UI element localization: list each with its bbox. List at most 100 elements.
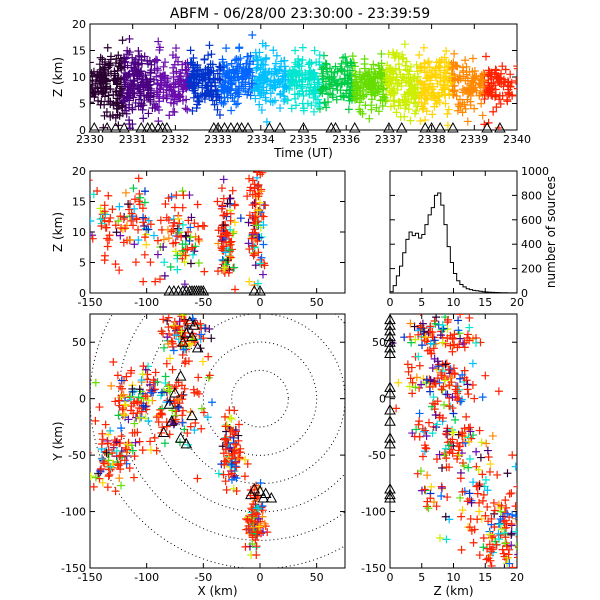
data-point — [226, 216, 235, 225]
data-point — [169, 107, 178, 116]
data-point — [303, 99, 312, 108]
altitude-y-x-tick-label: 15 — [478, 571, 492, 584]
data-point — [178, 187, 187, 196]
data-point — [161, 199, 170, 208]
data-point — [464, 437, 473, 446]
data-point — [378, 90, 387, 99]
plan-view-station-marker — [183, 315, 196, 327]
data-point — [116, 459, 125, 468]
data-point — [140, 250, 149, 259]
data-point — [165, 85, 174, 94]
data-point — [285, 66, 294, 75]
data-point — [224, 74, 233, 83]
data-point — [149, 231, 158, 240]
plan-view-station-marker — [180, 327, 193, 338]
data-point — [468, 359, 477, 368]
altitude-histogram-y-tick-label: 1000 — [521, 165, 549, 178]
data-point — [390, 53, 399, 62]
data-point — [170, 203, 179, 212]
data-point — [446, 365, 455, 374]
data-point — [117, 223, 126, 232]
data-point — [130, 419, 139, 428]
data-point — [323, 67, 332, 76]
data-point — [490, 81, 499, 90]
data-point — [172, 44, 181, 53]
data-point — [480, 120, 489, 129]
data-point — [353, 85, 362, 94]
data-point — [404, 367, 413, 376]
data-point — [433, 357, 442, 366]
x-altitude-station-marker — [248, 284, 261, 296]
data-point — [204, 352, 213, 361]
data-point — [512, 527, 517, 536]
data-point — [431, 319, 440, 328]
data-point — [137, 376, 146, 385]
data-point — [235, 90, 244, 99]
data-point — [193, 200, 202, 209]
data-point — [130, 240, 139, 249]
data-point — [410, 322, 419, 331]
data-point — [346, 58, 355, 67]
data-point — [227, 106, 236, 115]
altitude-y-station-marker — [384, 347, 396, 359]
x-altitude-x-tick-label: -150 — [78, 296, 103, 309]
data-point — [492, 73, 501, 82]
data-point — [437, 368, 446, 377]
data-point — [99, 123, 108, 130]
time-altitude-y-tick-label: 15 — [72, 45, 86, 58]
data-point — [80, 419, 88, 427]
data-point — [220, 434, 229, 443]
data-point — [199, 408, 208, 417]
data-point — [151, 368, 160, 377]
data-point — [416, 66, 425, 75]
data-point — [499, 549, 508, 558]
data-point — [224, 84, 233, 93]
data-point — [485, 467, 494, 476]
data-point — [327, 80, 336, 89]
data-point — [134, 393, 143, 402]
data-point — [258, 502, 267, 511]
data-point — [178, 96, 187, 105]
data-point — [409, 85, 418, 94]
data-point — [219, 470, 228, 479]
data-point — [163, 333, 172, 342]
data-point — [139, 401, 148, 410]
data-point — [440, 400, 449, 409]
data-point — [415, 51, 424, 60]
data-point — [243, 192, 252, 201]
data-point — [331, 62, 340, 71]
data-point — [194, 373, 203, 382]
data-point — [244, 524, 253, 533]
data-point — [180, 337, 189, 346]
data-point — [305, 59, 314, 68]
data-point — [391, 76, 400, 85]
plan-view-x-label: X (km) — [197, 584, 237, 598]
data-point — [227, 414, 236, 423]
data-point — [271, 83, 280, 92]
data-point — [505, 545, 514, 554]
data-point — [217, 232, 226, 241]
data-point — [255, 85, 264, 94]
time-altitude-x-tick-label: 2334 — [247, 133, 275, 146]
data-point — [143, 392, 152, 401]
data-point — [276, 89, 285, 98]
data-point — [127, 209, 136, 218]
data-point — [394, 378, 403, 387]
data-point — [426, 387, 435, 396]
plan-view-station-marker — [191, 341, 204, 353]
data-point — [153, 377, 162, 386]
data-point — [493, 470, 502, 479]
data-point — [448, 449, 457, 458]
data-point — [443, 390, 452, 399]
data-point — [412, 60, 421, 69]
data-point — [140, 198, 149, 207]
data-point — [256, 259, 265, 268]
data-point — [520, 471, 528, 479]
data-point — [451, 415, 460, 424]
data-point — [169, 346, 178, 355]
data-point — [218, 201, 227, 210]
data-point — [411, 383, 420, 392]
data-point — [161, 372, 170, 381]
data-point — [255, 198, 264, 207]
data-point — [146, 445, 155, 454]
